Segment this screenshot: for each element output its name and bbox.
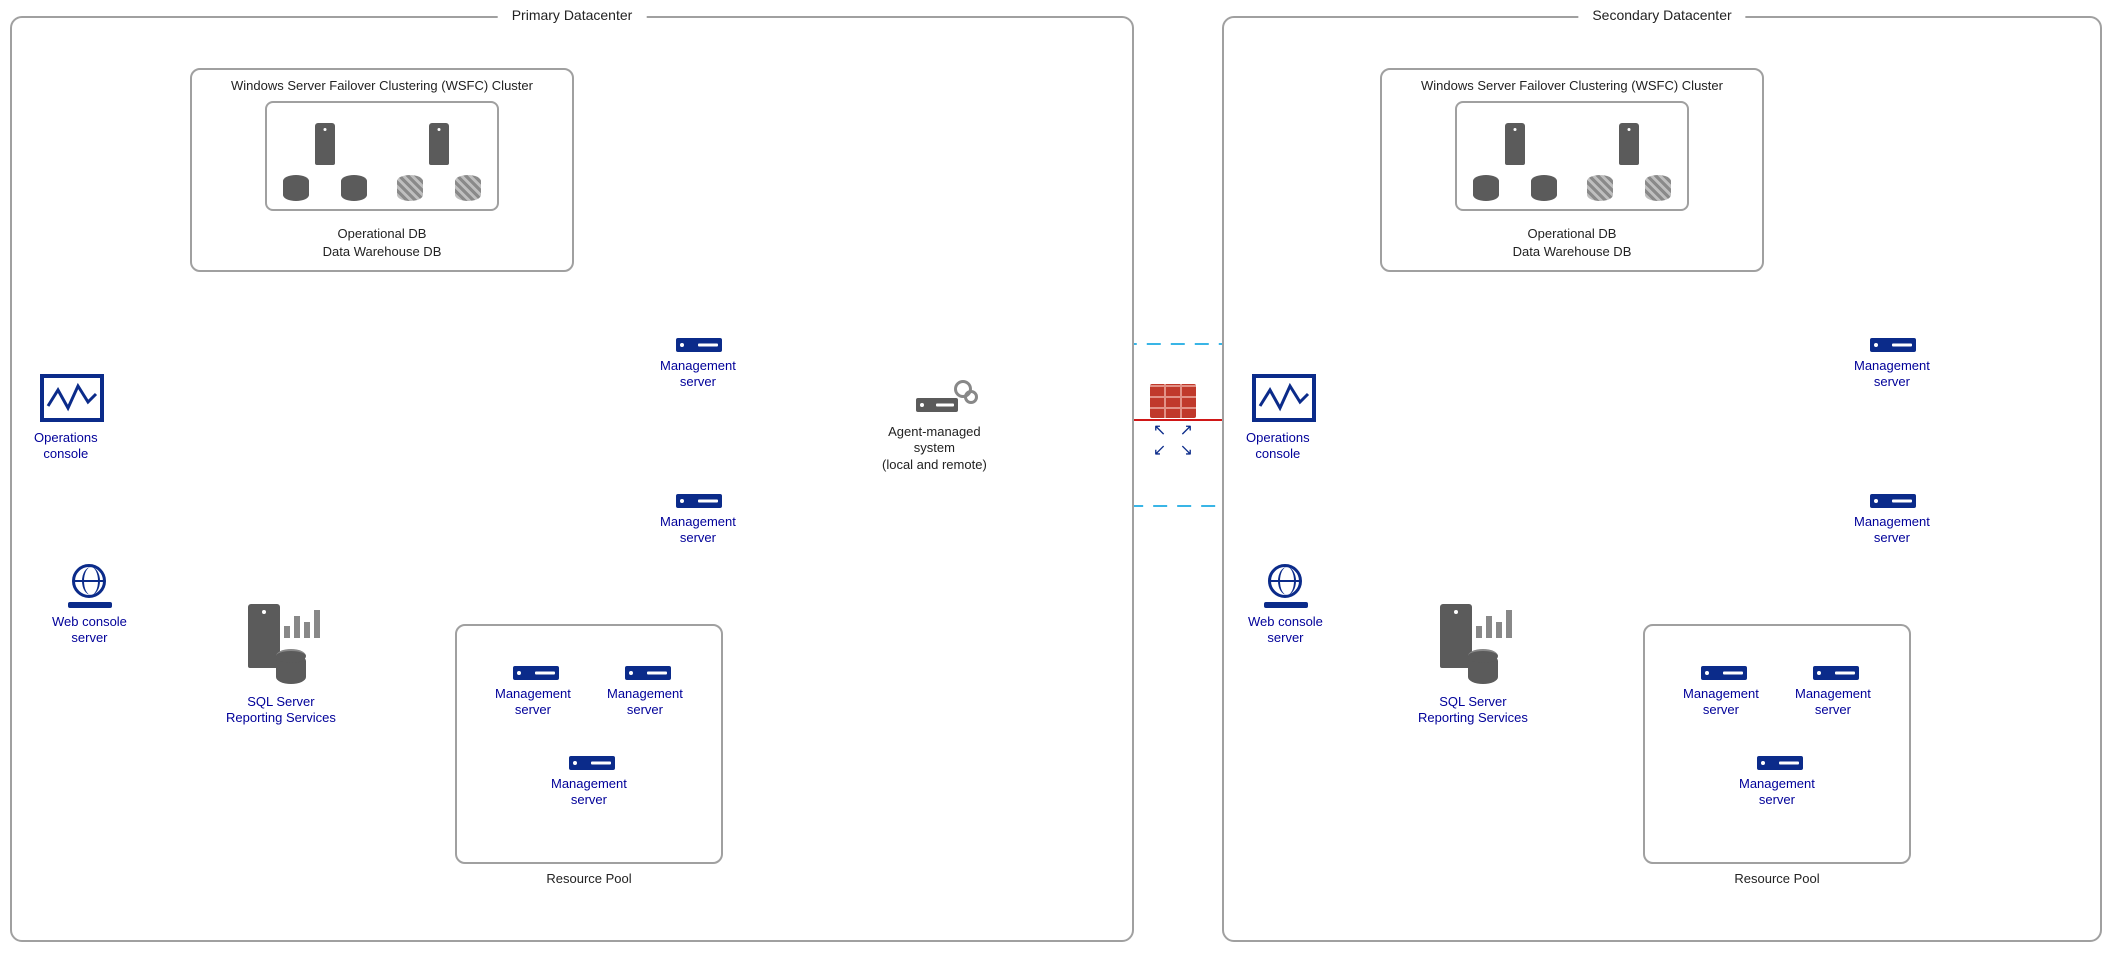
sql-server-tower-icon (1440, 604, 1472, 668)
web-console-label: Web consoleserver (52, 614, 127, 647)
management-server-icon (625, 666, 671, 680)
sql-chart-icon (284, 608, 320, 638)
management-server-icon (1701, 666, 1747, 680)
management-server-label: Managementserver (1683, 686, 1759, 719)
sql-database-icon (1468, 654, 1498, 684)
sql-server-tower-icon (248, 604, 280, 668)
management-server-label: Managementserver (660, 514, 736, 547)
management-server-label: Managementserver (551, 776, 627, 809)
resource-pool-title: Resource Pool (1734, 871, 1819, 886)
web-console-base-icon (68, 602, 112, 608)
management-server-label: Managementserver (1854, 358, 1930, 391)
management-server-label: Managementserver (1854, 514, 1930, 547)
gear-icon (964, 390, 978, 404)
management-server-label: Managementserver (607, 686, 683, 719)
management-server-label: Managementserver (1739, 776, 1815, 809)
wsfc-cluster-secondary: Windows Server Failover Clustering (WSFC… (1380, 68, 1764, 272)
wsfc-cluster-primary: Windows Server Failover Clustering (WSFC… (190, 68, 574, 272)
primary-datacenter-title: Primary Datacenter (498, 7, 647, 23)
sql-reporting-label: SQL ServerReporting Services (1418, 694, 1528, 727)
sql-reporting-label: SQL ServerReporting Services (226, 694, 336, 727)
secondary-datacenter-title: Secondary Datacenter (1578, 7, 1745, 23)
agent-managed-label: Agent-managedsystem(local and remote) (882, 424, 987, 473)
web-console-base-icon (1264, 602, 1308, 608)
web-console-globe-icon (1268, 564, 1302, 598)
operations-console-label: Operationsconsole (34, 430, 98, 463)
wsfc-title: Windows Server Failover Clustering (WSFC… (192, 70, 572, 97)
management-server-icon (676, 494, 722, 508)
operations-console-icon (40, 374, 104, 422)
resource-pool-primary: Resource Pool ManagementserverManagement… (455, 624, 723, 864)
operations-console-label: Operationsconsole (1246, 430, 1310, 463)
agent-managed-system-icon (916, 398, 958, 412)
operations-console-icon (1252, 374, 1316, 422)
sql-chart-icon (1476, 608, 1512, 638)
management-server-icon (676, 338, 722, 352)
firewall-arrows-icon: ↖ ↗↙ ↘ (1148, 420, 1198, 460)
management-server-icon (1757, 756, 1803, 770)
db-stack-solid-icon (1467, 123, 1563, 203)
resource-pool-secondary: Resource Pool ManagementserverManagement… (1643, 624, 1911, 864)
management-server-label: Managementserver (1795, 686, 1871, 719)
management-server-label: Managementserver (660, 358, 736, 391)
db-stack-hatched-icon (1581, 123, 1677, 203)
wsfc-inner (1455, 101, 1689, 211)
management-server-icon (1870, 494, 1916, 508)
wsfc-db-labels: Operational DB Data Warehouse DB (192, 219, 572, 270)
wsfc-db-labels: Operational DB Data Warehouse DB (1382, 219, 1762, 270)
web-console-globe-icon (72, 564, 106, 598)
wsfc-title: Windows Server Failover Clustering (WSFC… (1382, 70, 1762, 97)
management-server-icon (1813, 666, 1859, 680)
sql-database-icon (276, 654, 306, 684)
db-stack-solid-icon (277, 123, 373, 203)
firewall-icon (1150, 384, 1196, 418)
db-stack-hatched-icon (391, 123, 487, 203)
management-server-icon (513, 666, 559, 680)
resource-pool-title: Resource Pool (546, 871, 631, 886)
management-server-icon (569, 756, 615, 770)
management-server-icon (1870, 338, 1916, 352)
web-console-label: Web consoleserver (1248, 614, 1323, 647)
wsfc-inner (265, 101, 499, 211)
management-server-label: Managementserver (495, 686, 571, 719)
